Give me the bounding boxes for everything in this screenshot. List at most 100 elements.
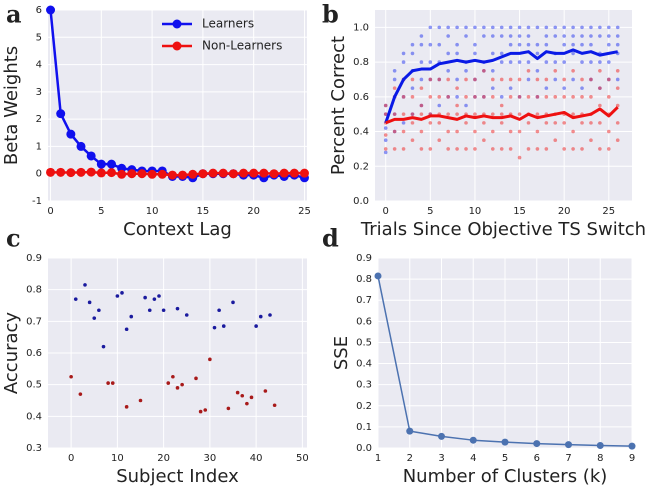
data-point xyxy=(580,86,584,90)
data-point xyxy=(464,25,468,30)
data-point xyxy=(428,95,433,99)
data-point xyxy=(455,77,459,82)
data-point xyxy=(245,401,249,406)
y-tick-label: 0.0 xyxy=(353,196,369,207)
data-point xyxy=(544,25,549,30)
data-point xyxy=(499,51,504,56)
data-point xyxy=(161,308,166,313)
y-axis-label: Accuracy xyxy=(1,312,22,395)
data-point xyxy=(464,121,468,125)
data-point xyxy=(490,68,495,73)
data-point xyxy=(517,112,522,116)
data-point xyxy=(526,25,531,30)
data-point xyxy=(565,441,572,449)
data-point xyxy=(157,294,161,298)
data-point xyxy=(279,168,289,178)
data-point xyxy=(239,168,249,178)
data-point xyxy=(571,147,575,151)
data-point xyxy=(615,86,620,90)
data-point xyxy=(526,34,531,38)
data-point xyxy=(526,121,531,125)
data-point xyxy=(392,129,397,134)
data-point xyxy=(101,344,106,349)
data-point xyxy=(473,51,477,56)
data-point xyxy=(401,60,406,64)
x-tick-label: 15 xyxy=(197,206,210,217)
data-point xyxy=(383,133,388,137)
x-tick-label: 2 xyxy=(407,453,413,464)
data-point xyxy=(580,121,584,125)
data-point xyxy=(143,295,147,300)
data-point xyxy=(598,86,602,90)
data-point xyxy=(419,34,424,38)
y-tick-label: 4 xyxy=(36,60,42,71)
data-point xyxy=(231,300,235,305)
y-tick-label: 0.8 xyxy=(356,274,372,285)
data-point xyxy=(598,60,602,64)
data-point xyxy=(499,147,504,151)
data-point xyxy=(589,121,593,125)
data-point xyxy=(571,42,575,47)
data-point xyxy=(499,77,504,82)
data-point xyxy=(73,297,78,301)
x-tick-label: 10 xyxy=(111,453,124,464)
data-point xyxy=(598,103,602,108)
data-point xyxy=(562,60,566,64)
data-point xyxy=(446,147,450,151)
data-point xyxy=(258,314,263,319)
data-point xyxy=(401,129,406,134)
data-point xyxy=(526,42,531,47)
legend-label: Non-Learners xyxy=(202,39,282,53)
data-point xyxy=(437,95,442,99)
data-point xyxy=(69,374,73,379)
data-point xyxy=(580,42,584,47)
data-point xyxy=(499,103,504,108)
data-point xyxy=(473,129,477,134)
data-point xyxy=(628,442,636,450)
y-tick-label: 0.7 xyxy=(26,316,42,327)
data-point xyxy=(392,86,397,90)
data-point xyxy=(598,147,602,151)
x-tick-label: 10 xyxy=(146,206,159,217)
data-point xyxy=(517,95,522,99)
data-point xyxy=(428,77,433,82)
data-point xyxy=(589,25,593,30)
legend-marker xyxy=(172,19,182,29)
x-tick-label: 25 xyxy=(602,206,615,217)
data-point xyxy=(580,34,584,38)
y-tick-label: 0.6 xyxy=(26,348,42,359)
data-point xyxy=(212,325,217,330)
legend-marker xyxy=(172,41,182,51)
y-tick-label: 0.0 xyxy=(356,443,372,454)
data-point xyxy=(124,405,129,409)
data-point xyxy=(571,112,575,116)
data-point xyxy=(526,60,531,64)
data-point xyxy=(455,51,459,56)
data-point xyxy=(254,324,258,328)
x-axis-label: Subject Index xyxy=(116,466,239,487)
data-point xyxy=(419,42,424,47)
x-tick-label: 20 xyxy=(558,206,571,217)
data-point xyxy=(598,68,602,73)
data-point xyxy=(571,25,575,30)
data-point xyxy=(499,34,504,38)
data-point xyxy=(544,121,549,125)
data-point xyxy=(508,147,513,151)
data-point xyxy=(178,170,188,180)
data-point xyxy=(383,126,388,130)
data-point xyxy=(106,159,116,169)
data-point xyxy=(535,68,540,73)
data-point xyxy=(499,60,504,64)
plot-area xyxy=(46,5,309,183)
data-point xyxy=(615,138,620,143)
data-point xyxy=(562,34,566,38)
data-point xyxy=(198,169,208,179)
x-tick-label: 5 xyxy=(502,453,508,464)
x-tick-label: 50 xyxy=(296,453,309,464)
x-tick-label: 4 xyxy=(470,453,476,464)
data-point xyxy=(446,77,450,82)
x-tick-label: 30 xyxy=(204,453,217,464)
data-point xyxy=(526,95,531,99)
data-point xyxy=(501,438,509,446)
data-point xyxy=(374,272,382,280)
